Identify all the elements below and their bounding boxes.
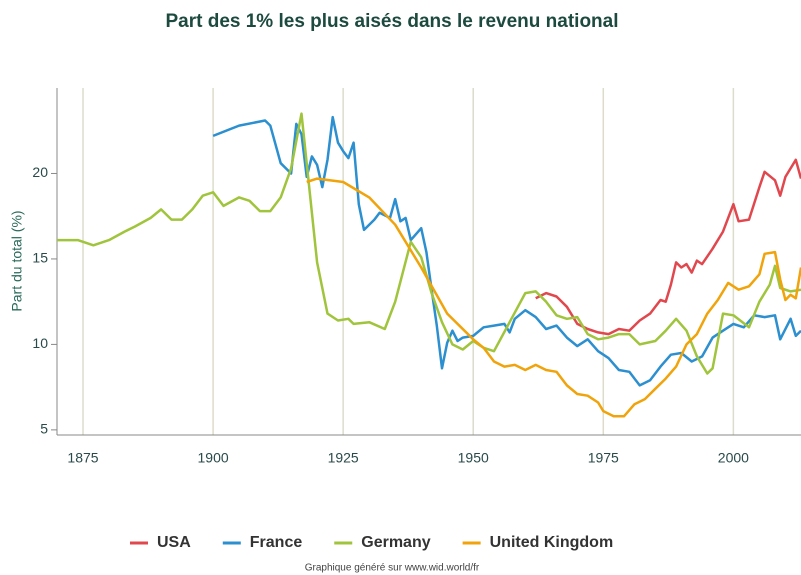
y-axis-title: Part du total (%) bbox=[9, 210, 25, 311]
series-line bbox=[212, 115, 801, 387]
x-tick-label: 1975 bbox=[588, 450, 619, 466]
x-tick-label: 2000 bbox=[718, 450, 749, 466]
legend-label: Germany bbox=[361, 534, 430, 551]
x-tick-label: 1900 bbox=[198, 450, 229, 466]
x-tick-label: 1925 bbox=[328, 450, 359, 466]
x-tick-label: 1875 bbox=[67, 450, 98, 466]
series-line bbox=[306, 177, 801, 418]
legend-label: France bbox=[250, 534, 303, 551]
y-tick-label: 20 bbox=[32, 164, 48, 180]
y-tick-label: 10 bbox=[32, 335, 48, 351]
series-line bbox=[535, 158, 801, 336]
x-tick-label: 1950 bbox=[458, 450, 489, 466]
y-tick-label: 5 bbox=[40, 421, 48, 437]
legend-label: United Kingdom bbox=[490, 534, 614, 551]
legend-label: USA bbox=[157, 534, 191, 551]
series-line bbox=[57, 112, 801, 375]
y-tick-label: 15 bbox=[32, 250, 48, 266]
chart-title: Part des 1% les plus aisés dans le reven… bbox=[165, 11, 618, 32]
credit: Graphique généré sur www.wid.world/fr bbox=[305, 563, 480, 574]
